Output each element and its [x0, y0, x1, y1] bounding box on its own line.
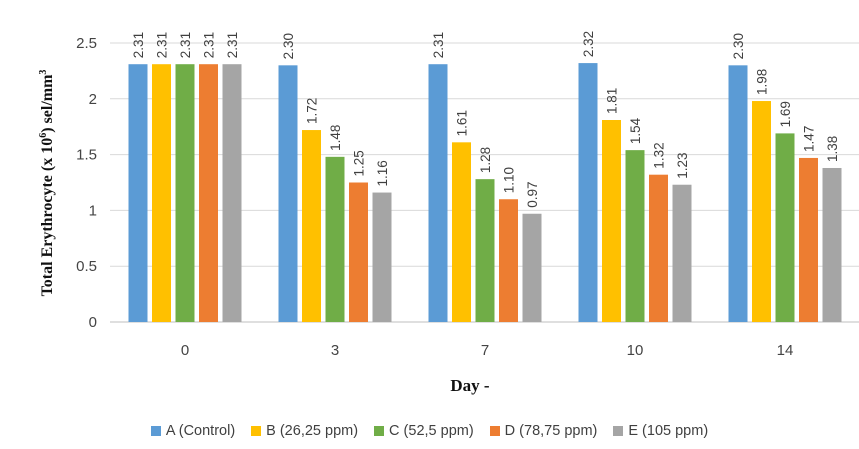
- bar: [349, 182, 368, 322]
- y-tick-label: 0: [89, 314, 97, 331]
- legend-label: E (105 ppm): [628, 423, 709, 439]
- bar: [752, 101, 771, 322]
- legend-item: A (Control): [150, 423, 236, 439]
- x-tick-label: 14: [777, 342, 794, 359]
- legend-label: B (26,25 ppm): [266, 423, 359, 439]
- bar: [302, 130, 321, 322]
- bar: [578, 63, 598, 322]
- y-tick-label: 2: [89, 91, 97, 108]
- bar: [672, 184, 692, 322]
- data-label: 2.31: [202, 32, 217, 58]
- legend-swatch: [489, 426, 500, 436]
- legend-swatch: [150, 426, 161, 436]
- bar: [222, 64, 242, 322]
- data-label: 1.81: [605, 88, 620, 114]
- bar: [728, 65, 748, 322]
- legend-swatch: [613, 426, 624, 436]
- bar: [128, 64, 148, 322]
- data-label: 2.31: [178, 32, 193, 58]
- data-labels: 2.31 2.31 2.31 2.31 2.31 2.30 1.72 1.48 1.25 1.16…: [131, 31, 840, 208]
- legend: A (Control) B (26,25 ppm) C (52,5 ppm) D (7…: [0, 423, 859, 439]
- bar: [625, 150, 645, 322]
- data-label: 1.61: [455, 110, 470, 136]
- y-axis-label-superscript-1: 6: [38, 133, 49, 138]
- y-axis-ticks: 0 0.5 1 1.5 2 2.5: [76, 35, 97, 331]
- legend-swatch: [251, 426, 262, 436]
- x-axis-ticks: 0 3 7 10 14: [181, 342, 794, 359]
- legend-label: C (52,5 ppm): [389, 423, 474, 439]
- legend-label: D (78,75 ppm): [504, 423, 598, 439]
- bars: [128, 63, 842, 322]
- legend-swatch: [374, 426, 385, 436]
- bar: [822, 167, 842, 322]
- bar: [152, 64, 171, 322]
- bar: [649, 174, 668, 322]
- x-tick-label: 7: [481, 342, 489, 359]
- data-label: 1.16: [375, 160, 390, 186]
- data-label: 1.47: [802, 126, 817, 152]
- bar: [372, 192, 392, 322]
- data-label: 1.54: [628, 117, 643, 144]
- data-label: 1.28: [478, 147, 493, 173]
- data-label: 1.25: [352, 150, 367, 176]
- data-label: 1.32: [652, 142, 667, 168]
- bar: [522, 213, 542, 322]
- data-label: 2.31: [225, 32, 240, 58]
- x-tick-label: 3: [331, 342, 339, 359]
- bar: [452, 142, 471, 322]
- y-tick-label: 1.5: [76, 147, 97, 164]
- data-label: 1.98: [755, 69, 770, 95]
- legend-item: C (52,5 ppm): [374, 423, 474, 439]
- data-label: 1.72: [305, 98, 320, 124]
- bar: [499, 199, 518, 322]
- bar: [278, 65, 298, 322]
- bar: [475, 179, 495, 322]
- data-label: 1.38: [825, 136, 840, 162]
- y-axis-label-part-2: ) sel/mm: [39, 74, 56, 133]
- bar: [175, 64, 195, 322]
- data-label: 1.10: [502, 167, 517, 193]
- y-tick-label: 0.5: [76, 258, 97, 275]
- x-tick-label: 10: [627, 342, 644, 359]
- data-label: 1.69: [778, 101, 793, 127]
- data-label: 2.30: [731, 33, 746, 59]
- y-tick-label: 1: [89, 202, 97, 219]
- bar: [428, 64, 448, 322]
- legend-label: A (Control): [165, 423, 236, 439]
- data-label: 1.48: [328, 125, 343, 151]
- data-label: 1.23: [675, 152, 690, 178]
- y-axis-label: Total Erythrocyte (x 106) sel/mm3: [38, 70, 56, 297]
- data-label: 2.31: [155, 32, 170, 58]
- y-axis-label-part-1: Total Erythrocyte (x 10: [39, 138, 56, 297]
- bar: [799, 157, 818, 322]
- legend-item: D (78,75 ppm): [489, 423, 598, 439]
- data-label: 2.31: [431, 32, 446, 58]
- legend-item: B (26,25 ppm): [251, 423, 358, 439]
- x-tick-label: 0: [181, 342, 189, 359]
- x-axis-label: Day -: [450, 376, 490, 395]
- data-label: 0.97: [525, 181, 540, 207]
- bar: [775, 133, 795, 322]
- bar: [325, 156, 345, 322]
- bar: [199, 64, 218, 322]
- y-axis-label-superscript-2: 3: [38, 70, 49, 75]
- bar: [602, 120, 621, 322]
- data-label: 2.31: [131, 32, 146, 58]
- legend-item: E (105 ppm): [613, 423, 708, 439]
- data-label: 2.32: [581, 31, 596, 57]
- y-tick-label: 2.5: [76, 35, 97, 52]
- data-label: 2.30: [281, 33, 296, 59]
